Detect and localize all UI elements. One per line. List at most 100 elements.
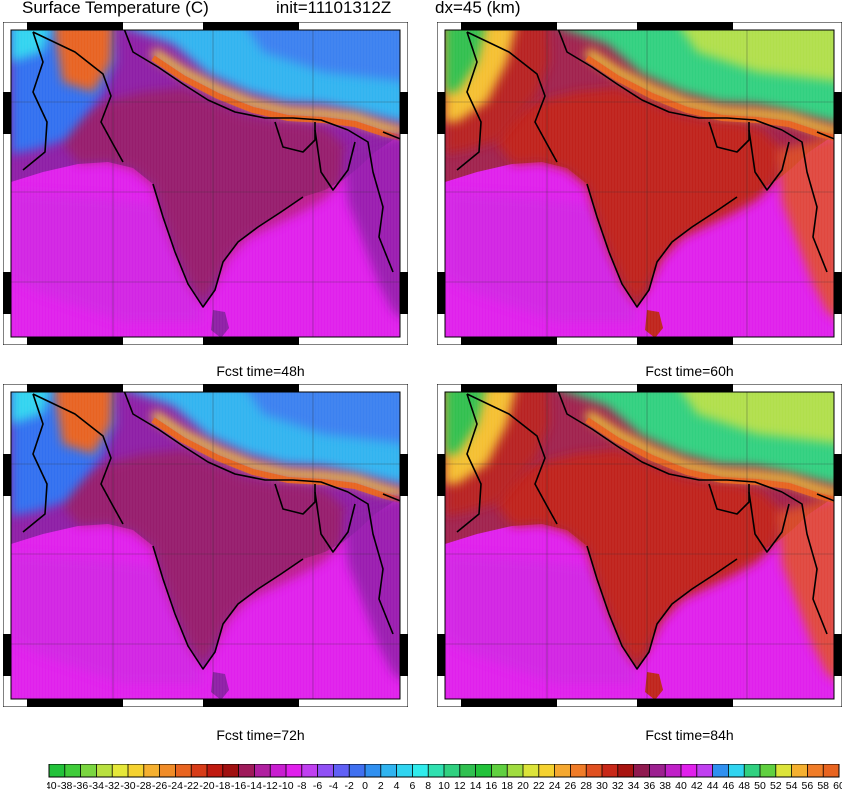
colorbar-label: -10 — [278, 780, 293, 790]
north-band — [682, 392, 834, 444]
colorbar-swatch — [633, 764, 650, 777]
colorbar-label: -38 — [57, 780, 72, 790]
latlon-grid — [11, 30, 400, 337]
colorbar-swatch — [207, 764, 224, 777]
hot-land — [497, 450, 782, 666]
arabian-sea-shade — [11, 554, 203, 684]
colorbar-label: -32 — [105, 780, 120, 790]
map-field — [11, 30, 400, 337]
colorbar-label: -18 — [215, 780, 230, 790]
frame-ticks — [437, 22, 842, 345]
colorbar-swatch — [254, 764, 271, 777]
colorbar-label: -40 — [47, 780, 57, 790]
himalaya-yellow — [150, 48, 400, 137]
colorbar-label: 28 — [580, 780, 592, 790]
himalaya-yellow — [150, 410, 400, 499]
map-field — [445, 30, 834, 337]
colorbar-swatch — [791, 764, 808, 777]
northwest-green — [445, 30, 485, 92]
colorbar-swatch — [396, 764, 413, 777]
colorbar-label: -22 — [184, 780, 199, 790]
colorbar-swatch — [96, 764, 113, 777]
colorbar-label: 14 — [470, 780, 482, 790]
sri-lanka — [645, 672, 663, 699]
colorbar-label: 20 — [517, 780, 529, 790]
colorbar-label: 6 — [409, 780, 415, 790]
colorbar-swatch — [143, 764, 160, 777]
colorbar-label: 12 — [454, 780, 466, 790]
caption-48h: Fcst time=48h — [216, 363, 305, 379]
colorbar-swatch — [570, 764, 587, 777]
warm-land — [63, 450, 348, 666]
colorbar-legend: -40-38-36-34-32-30-28-26-24-22-20-18-16-… — [47, 764, 842, 790]
colorbar-swatch — [333, 764, 350, 777]
colorbar-swatch — [270, 764, 287, 777]
colorbar-swatch — [128, 764, 145, 777]
colorbar-swatch — [823, 764, 840, 777]
himalaya-yellow — [584, 48, 834, 137]
country-borders — [456, 392, 834, 670]
northwest-cyan — [11, 30, 51, 62]
map-field — [445, 392, 834, 699]
header-dx: dx=45 (km) — [435, 0, 521, 17]
colorbar-swatch — [428, 764, 445, 777]
colorbar-swatch — [728, 764, 745, 777]
colorbar-swatch — [64, 764, 81, 777]
colorbar-label: 50 — [754, 780, 766, 790]
arabian-sea-shade — [445, 554, 637, 684]
myanmar-region — [343, 496, 400, 679]
colorbar-label: -14 — [247, 780, 262, 790]
header-title: Surface Temperature (C) — [22, 0, 209, 17]
colorbar-label: 46 — [723, 780, 735, 790]
north-band — [248, 30, 400, 82]
colorbar-label: 0 — [362, 780, 368, 790]
colorbar-label: 32 — [612, 780, 624, 790]
colorbar-label: -2 — [345, 780, 354, 790]
north-band — [248, 392, 400, 444]
colorbar-swatch — [491, 764, 508, 777]
frame-ticks — [3, 384, 408, 707]
colorbar-swatch — [744, 764, 761, 777]
colorbar-swatch — [681, 764, 698, 777]
hot-land — [497, 88, 782, 304]
map-panel-60h — [437, 22, 842, 345]
colorbar-swatch — [49, 764, 66, 777]
colorbar-swatch — [301, 764, 318, 777]
colorbar-label: -24 — [168, 780, 183, 790]
colorbar-frame — [48, 764, 840, 778]
frame-ticks — [437, 384, 842, 707]
colorbar-label: 24 — [549, 780, 561, 790]
colorbar-label: -6 — [313, 780, 322, 790]
colorbar-label: 30 — [596, 780, 608, 790]
colorbar-label: 48 — [738, 780, 750, 790]
colorbar-label: 42 — [691, 780, 703, 790]
colorbar-label: 52 — [770, 780, 782, 790]
north-band — [682, 30, 834, 82]
northwest-cyan — [11, 392, 51, 424]
myanmar-region — [343, 134, 400, 317]
colorbar-swatch — [286, 764, 303, 777]
country-borders — [22, 30, 400, 308]
colorbar-swatch — [760, 764, 777, 777]
colorbar-label: 8 — [425, 780, 431, 790]
colorbar-swatch — [365, 764, 382, 777]
northwest-green — [445, 392, 485, 454]
map-panel-72h — [3, 384, 408, 707]
colorbar-label: -16 — [231, 780, 246, 790]
map-panel-84h — [437, 384, 842, 707]
colorbar-label: 34 — [628, 780, 640, 790]
colorbar-swatch — [807, 764, 824, 777]
colorbar-label: 18 — [501, 780, 513, 790]
colorbar-label: 22 — [533, 780, 545, 790]
colorbar-label: 10 — [438, 780, 450, 790]
colorbar-swatch — [222, 764, 239, 777]
colorbar-label: -34 — [89, 780, 104, 790]
render-hatching — [445, 30, 833, 337]
colorbar-swatch — [649, 764, 666, 777]
colorbar-swatch — [523, 764, 540, 777]
colorbar-swatch — [665, 764, 682, 777]
colorbar-swatch — [507, 764, 524, 777]
warm-land — [63, 88, 348, 304]
colorbar-label: 44 — [707, 780, 719, 790]
colorbar-label: 56 — [802, 780, 814, 790]
